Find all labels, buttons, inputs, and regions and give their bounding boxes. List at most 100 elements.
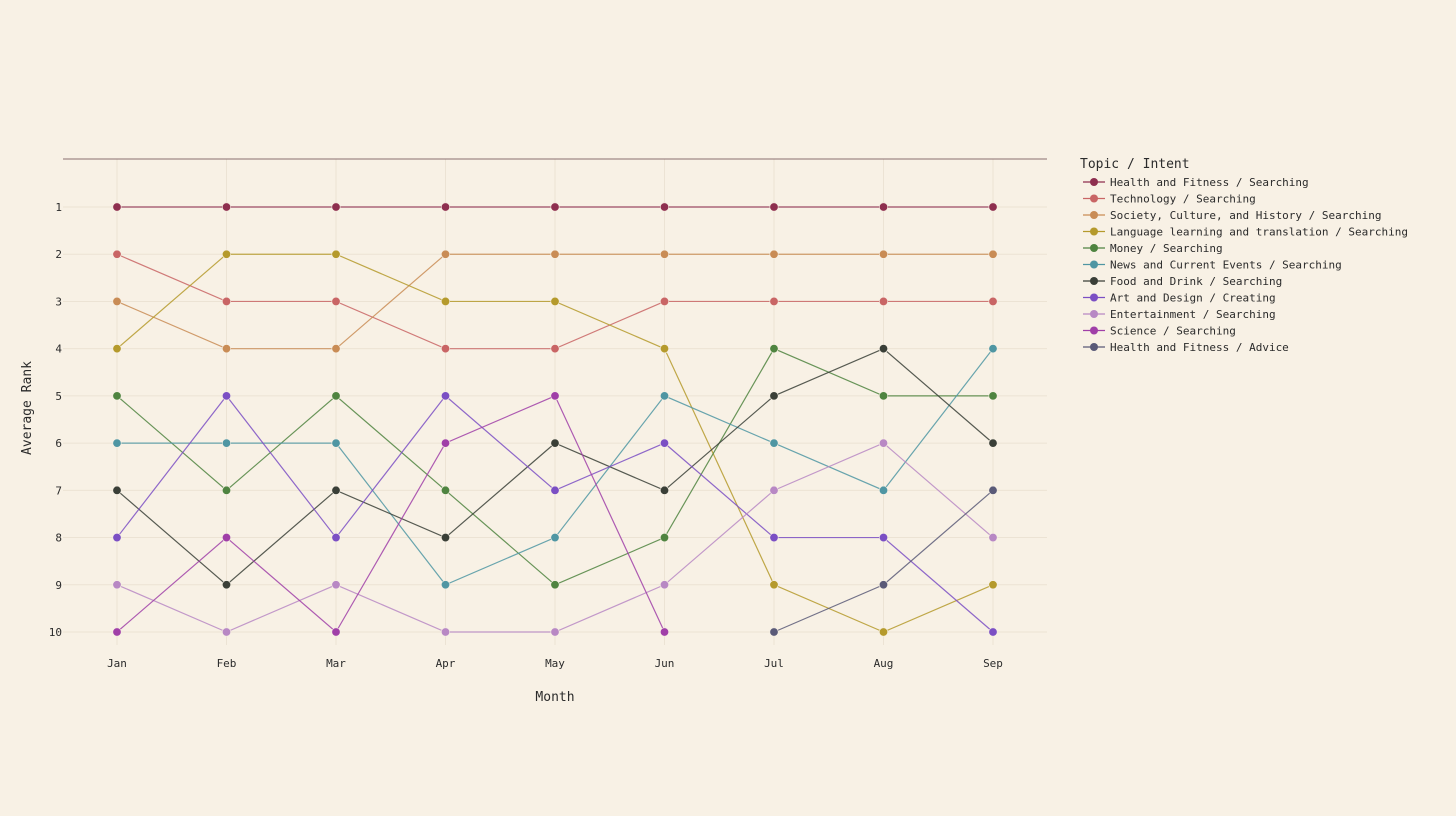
data-point[interactable] <box>331 627 341 637</box>
data-point[interactable] <box>112 627 122 637</box>
legend-item[interactable]: Entertainment / Searching <box>1083 308 1276 321</box>
legend-item[interactable]: Science / Searching <box>1083 325 1236 338</box>
data-point[interactable] <box>659 296 669 306</box>
data-point[interactable] <box>988 391 998 401</box>
data-point[interactable] <box>878 202 888 212</box>
data-point[interactable] <box>112 391 122 401</box>
data-point[interactable] <box>331 533 341 543</box>
data-point[interactable] <box>769 533 779 543</box>
data-point[interactable] <box>112 344 122 354</box>
legend-item[interactable]: News and Current Events / Searching <box>1083 259 1342 272</box>
data-point[interactable] <box>331 485 341 495</box>
data-point[interactable] <box>222 202 232 212</box>
data-point[interactable] <box>440 533 450 543</box>
data-point[interactable] <box>769 202 779 212</box>
data-point[interactable] <box>769 627 779 637</box>
data-point[interactable] <box>988 296 998 306</box>
data-point[interactable] <box>331 391 341 401</box>
legend-item[interactable]: Language learning and translation / Sear… <box>1083 226 1408 239</box>
data-point[interactable] <box>440 485 450 495</box>
data-point[interactable] <box>112 580 122 590</box>
data-point[interactable] <box>878 438 888 448</box>
data-point[interactable] <box>331 249 341 259</box>
data-point[interactable] <box>112 202 122 212</box>
data-point[interactable] <box>440 249 450 259</box>
data-point[interactable] <box>222 438 232 448</box>
legend-item[interactable]: Health and Fitness / Advice <box>1083 341 1289 354</box>
data-point[interactable] <box>878 533 888 543</box>
data-point[interactable] <box>112 296 122 306</box>
legend-item[interactable]: Health and Fitness / Searching <box>1083 176 1309 189</box>
data-point[interactable] <box>222 627 232 637</box>
data-point[interactable] <box>550 627 560 637</box>
data-point[interactable] <box>988 344 998 354</box>
data-point[interactable] <box>112 485 122 495</box>
data-point[interactable] <box>878 296 888 306</box>
data-point[interactable] <box>550 391 560 401</box>
data-point[interactable] <box>550 580 560 590</box>
data-point[interactable] <box>659 533 669 543</box>
data-point[interactable] <box>769 580 779 590</box>
data-point[interactable] <box>112 533 122 543</box>
legend-item[interactable]: Technology / Searching <box>1083 193 1256 206</box>
data-point[interactable] <box>769 391 779 401</box>
data-point[interactable] <box>331 202 341 212</box>
data-point[interactable] <box>769 344 779 354</box>
data-point[interactable] <box>878 391 888 401</box>
data-point[interactable] <box>331 580 341 590</box>
data-point[interactable] <box>659 627 669 637</box>
data-point[interactable] <box>550 344 560 354</box>
legend-item[interactable]: Art and Design / Creating <box>1083 292 1276 305</box>
data-point[interactable] <box>550 296 560 306</box>
data-point[interactable] <box>659 485 669 495</box>
data-point[interactable] <box>222 344 232 354</box>
data-point[interactable] <box>769 485 779 495</box>
data-point[interactable] <box>878 485 888 495</box>
data-point[interactable] <box>222 249 232 259</box>
legend-item[interactable]: Food and Drink / Searching <box>1083 275 1282 288</box>
data-point[interactable] <box>222 580 232 590</box>
data-point[interactable] <box>988 249 998 259</box>
data-point[interactable] <box>988 485 998 495</box>
data-point[interactable] <box>112 249 122 259</box>
data-point[interactable] <box>440 391 450 401</box>
data-point[interactable] <box>331 344 341 354</box>
data-point[interactable] <box>331 296 341 306</box>
data-point[interactable] <box>878 249 888 259</box>
data-point[interactable] <box>769 249 779 259</box>
data-point[interactable] <box>440 202 450 212</box>
data-point[interactable] <box>440 296 450 306</box>
data-point[interactable] <box>222 391 232 401</box>
data-point[interactable] <box>659 580 669 590</box>
data-point[interactable] <box>112 438 122 448</box>
data-point[interactable] <box>659 438 669 448</box>
data-point[interactable] <box>550 202 560 212</box>
data-point[interactable] <box>988 533 998 543</box>
data-point[interactable] <box>222 533 232 543</box>
data-point[interactable] <box>440 438 450 448</box>
data-point[interactable] <box>659 202 669 212</box>
data-point[interactable] <box>878 344 888 354</box>
data-point[interactable] <box>440 344 450 354</box>
data-point[interactable] <box>222 485 232 495</box>
data-point[interactable] <box>769 438 779 448</box>
data-point[interactable] <box>988 627 998 637</box>
data-point[interactable] <box>550 485 560 495</box>
data-point[interactable] <box>659 391 669 401</box>
data-point[interactable] <box>988 580 998 590</box>
legend-item[interactable]: Society, Culture, and History / Searchin… <box>1083 209 1382 222</box>
data-point[interactable] <box>222 296 232 306</box>
data-point[interactable] <box>988 438 998 448</box>
data-point[interactable] <box>550 249 560 259</box>
data-point[interactable] <box>988 202 998 212</box>
data-point[interactable] <box>659 344 669 354</box>
data-point[interactable] <box>878 580 888 590</box>
data-point[interactable] <box>440 580 450 590</box>
data-point[interactable] <box>550 533 560 543</box>
data-point[interactable] <box>331 438 341 448</box>
data-point[interactable] <box>878 627 888 637</box>
data-point[interactable] <box>659 249 669 259</box>
data-point[interactable] <box>550 438 560 448</box>
data-point[interactable] <box>440 627 450 637</box>
legend-item[interactable]: Money / Searching <box>1083 242 1223 255</box>
